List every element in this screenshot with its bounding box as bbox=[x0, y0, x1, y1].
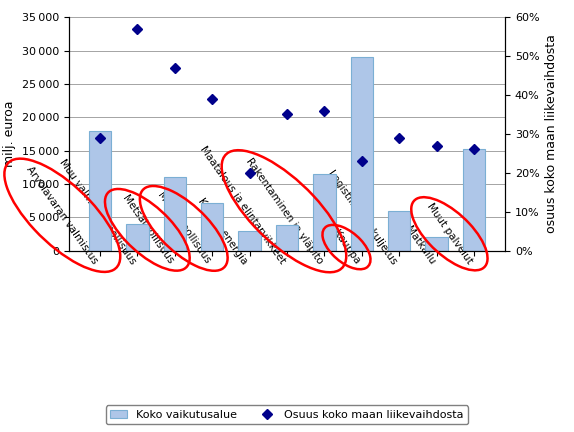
Bar bbox=[126, 224, 149, 251]
Bar bbox=[425, 237, 448, 251]
Bar bbox=[89, 130, 111, 251]
Bar bbox=[351, 57, 373, 251]
Bar bbox=[276, 225, 298, 251]
Bar bbox=[313, 174, 336, 251]
Bar bbox=[201, 203, 223, 251]
Bar bbox=[463, 149, 485, 251]
Bar bbox=[238, 231, 261, 251]
Bar bbox=[164, 177, 186, 251]
Y-axis label: osuus koko maan liikevaihdosta: osuus koko maan liikevaihdosta bbox=[545, 35, 558, 233]
Bar bbox=[388, 210, 410, 251]
Legend: Koko vaikutusalue, Osuus koko maan liikevaihdosta: Koko vaikutusalue, Osuus koko maan liike… bbox=[106, 405, 468, 424]
Y-axis label: milj. euroa: milj. euroa bbox=[3, 101, 16, 167]
